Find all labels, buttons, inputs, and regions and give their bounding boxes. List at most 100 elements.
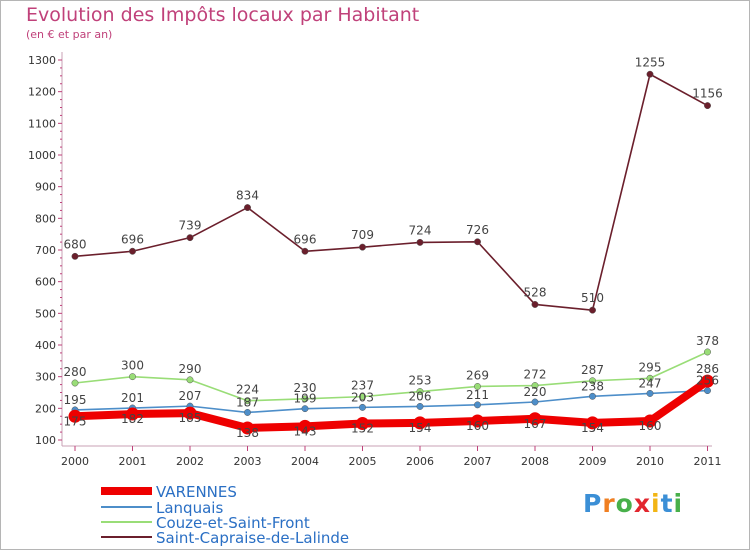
data-point-couze-et-saint-front bbox=[129, 373, 136, 381]
data-point-varennes bbox=[413, 416, 427, 430]
y-tick-label: 300 bbox=[35, 371, 56, 384]
y-tick-label: 700 bbox=[35, 244, 56, 257]
data-point-varennes bbox=[183, 406, 197, 420]
data-label-couze-et-saint-front: 272 bbox=[524, 368, 547, 382]
data-label-couze-et-saint-front: 224 bbox=[236, 383, 259, 397]
data-point-varennes bbox=[298, 419, 312, 433]
data-label-couze-et-saint-front: 269 bbox=[466, 368, 489, 382]
x-tick-label: 2007 bbox=[464, 455, 492, 468]
data-label-lanquais: 247 bbox=[639, 376, 662, 390]
data-label-couze-et-saint-front: 378 bbox=[696, 334, 719, 348]
data-label-saint-capraise-de-lalinde: 680 bbox=[64, 237, 87, 251]
data-point-saint-capraise-de-lalinde bbox=[186, 234, 194, 242]
data-point-varennes bbox=[701, 374, 714, 388]
x-tick-label: 2003 bbox=[234, 455, 262, 468]
data-label-varennes: 154 bbox=[409, 421, 432, 435]
data-point-couze-et-saint-front bbox=[589, 377, 596, 385]
x-tick-label: 2006 bbox=[406, 455, 434, 468]
data-point-lanquais bbox=[589, 392, 596, 400]
data-label-varennes: 167 bbox=[524, 417, 547, 431]
data-label-lanquais: 201 bbox=[121, 391, 144, 405]
proxiti-logo: Proxiti bbox=[583, 489, 683, 518]
legend-label-saint-capraise-de-lalinde: Saint-Capraise-de-Lalinde bbox=[156, 529, 349, 547]
y-tick-label: 400 bbox=[35, 339, 56, 352]
data-label-varennes: 160 bbox=[466, 419, 489, 433]
data-point-couze-et-saint-front bbox=[186, 376, 194, 384]
legend-label-lanquais: Lanquais bbox=[156, 499, 223, 517]
data-point-couze-et-saint-front bbox=[244, 397, 251, 405]
data-label-lanquais: 187 bbox=[236, 395, 259, 409]
data-point-couze-et-saint-front bbox=[704, 348, 711, 356]
x-tick-label: 2008 bbox=[521, 455, 549, 468]
data-label-saint-capraise-de-lalinde: 696 bbox=[121, 232, 144, 246]
x-tick-label: 2009 bbox=[579, 455, 607, 468]
data-point-saint-capraise-de-lalinde bbox=[704, 102, 711, 110]
data-label-couze-et-saint-front: 237 bbox=[351, 379, 374, 393]
data-label-varennes: 175 bbox=[64, 414, 87, 428]
series-line-varennes bbox=[74, 377, 710, 432]
data-label-lanquais: 220 bbox=[524, 385, 547, 399]
data-point-varennes bbox=[528, 412, 542, 426]
data-point-saint-capraise-de-lalinde bbox=[244, 204, 251, 212]
legend-label-couze-et-saint-front: Couze-et-Saint-Front bbox=[156, 514, 310, 532]
data-label-saint-capraise-de-lalinde: 1255 bbox=[635, 55, 666, 69]
data-label-lanquais: 206 bbox=[409, 389, 432, 403]
data-point-couze-et-saint-front bbox=[359, 393, 366, 401]
data-point-couze-et-saint-front bbox=[474, 383, 481, 390]
data-label-saint-capraise-de-lalinde: 739 bbox=[179, 219, 202, 233]
data-point-varennes bbox=[586, 416, 599, 430]
data-label-saint-capraise-de-lalinde: 834 bbox=[236, 189, 259, 203]
data-point-lanquais bbox=[359, 403, 366, 411]
x-tick-label: 2004 bbox=[291, 455, 319, 468]
legend-label-varennes: VARENNES bbox=[156, 483, 237, 501]
data-label-saint-capraise-de-lalinde: 510 bbox=[581, 291, 604, 305]
data-label-varennes: 152 bbox=[351, 422, 374, 436]
data-label-couze-et-saint-front: 290 bbox=[179, 362, 202, 376]
logo-letter: P bbox=[583, 489, 603, 518]
data-point-couze-et-saint-front bbox=[416, 388, 424, 395]
data-label-lanquais: 195 bbox=[64, 393, 87, 407]
data-point-saint-capraise-de-lalinde bbox=[474, 238, 481, 246]
x-tick-label: 2002 bbox=[176, 455, 204, 468]
data-label-varennes: 182 bbox=[121, 412, 144, 426]
data-point-varennes bbox=[126, 407, 139, 421]
data-point-varennes bbox=[471, 414, 484, 428]
data-point-lanquais bbox=[301, 405, 309, 413]
data-label-lanquais: 256 bbox=[696, 374, 719, 388]
data-label-saint-capraise-de-lalinde: 696 bbox=[294, 232, 317, 246]
y-tick-label: 500 bbox=[35, 307, 56, 320]
data-point-varennes bbox=[356, 417, 369, 431]
y-tick-label: 1100 bbox=[28, 117, 56, 130]
y-tick-label: 600 bbox=[35, 276, 56, 289]
data-point-lanquais bbox=[646, 390, 654, 397]
data-label-saint-capraise-de-lalinde: 724 bbox=[409, 223, 432, 237]
data-point-lanquais bbox=[474, 401, 481, 409]
data-label-lanquais: 211 bbox=[466, 388, 489, 402]
data-point-couze-et-saint-front bbox=[301, 395, 309, 403]
x-tick-label: 2000 bbox=[61, 455, 89, 468]
data-point-varennes bbox=[643, 414, 657, 428]
data-label-saint-capraise-de-lalinde: 709 bbox=[351, 228, 374, 242]
data-label-lanquais: 238 bbox=[581, 379, 604, 393]
data-label-varennes: 154 bbox=[581, 421, 604, 435]
y-tick-label: 1300 bbox=[28, 54, 56, 67]
series-line-couze-et-saint-front bbox=[74, 351, 708, 402]
data-point-saint-capraise-de-lalinde bbox=[71, 252, 79, 260]
data-label-saint-capraise-de-lalinde: 528 bbox=[524, 285, 547, 299]
data-point-saint-capraise-de-lalinde bbox=[416, 238, 424, 246]
series-line-lanquais bbox=[74, 389, 708, 414]
data-point-varennes bbox=[241, 421, 254, 435]
data-label-couze-et-saint-front: 295 bbox=[639, 360, 662, 374]
chart-subtitle: (en € et par an) bbox=[26, 28, 113, 41]
data-label-varennes: 143 bbox=[294, 424, 317, 438]
x-tick-label: 2005 bbox=[349, 455, 377, 468]
data-label-couze-et-saint-front: 230 bbox=[294, 381, 317, 395]
data-label-varennes: 160 bbox=[639, 419, 662, 433]
data-point-couze-et-saint-front bbox=[71, 379, 79, 387]
logo-letter: x bbox=[633, 489, 651, 518]
y-tick-label: 200 bbox=[35, 402, 56, 415]
data-label-varennes: 286 bbox=[696, 362, 719, 376]
y-tick-label: 100 bbox=[35, 434, 56, 447]
data-label-lanquais: 203 bbox=[351, 390, 374, 404]
